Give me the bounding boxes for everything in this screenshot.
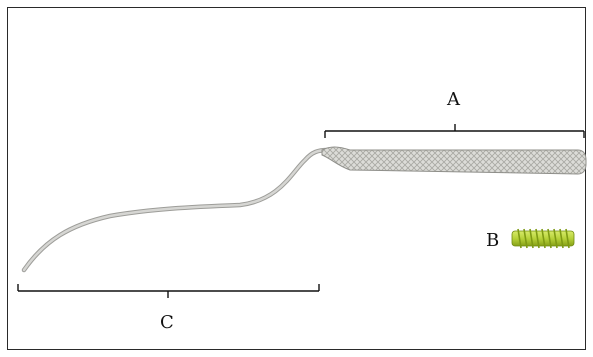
label-c: C	[160, 312, 174, 333]
figure-frame	[7, 7, 586, 350]
suture-tail	[21, 147, 331, 273]
bracket-a	[324, 124, 585, 138]
label-a: A	[447, 89, 460, 110]
braided-sleeve	[321, 146, 587, 175]
bracket-c	[17, 284, 320, 298]
threaded-screw	[511, 228, 575, 249]
label-b: B	[486, 230, 500, 251]
